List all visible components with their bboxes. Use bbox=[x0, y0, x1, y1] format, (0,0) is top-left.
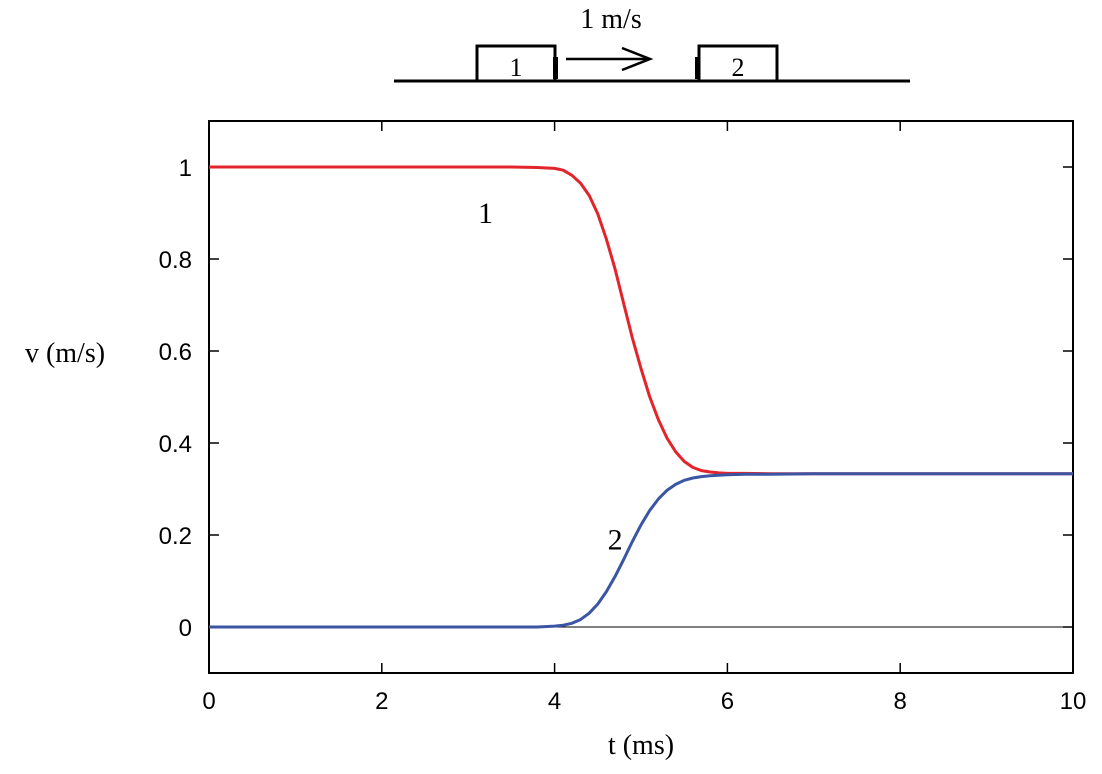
x-tick-label: 2 bbox=[375, 688, 388, 715]
plot-frame bbox=[208, 120, 1074, 674]
x-tick-label: 4 bbox=[548, 688, 561, 715]
y-tick-label: 0 bbox=[179, 615, 192, 642]
y-tick-label: 0.4 bbox=[159, 431, 192, 458]
series-1-line bbox=[209, 165, 1073, 476]
x-axis-label: t (ms) bbox=[608, 730, 674, 761]
y-tick-label: 0.2 bbox=[159, 523, 192, 550]
block-2-label: 2 bbox=[732, 53, 745, 82]
y-tick-label: 0.6 bbox=[159, 339, 192, 366]
block-1-spring bbox=[553, 57, 558, 79]
plot-series bbox=[209, 165, 1073, 629]
curve-2-label: 2 bbox=[608, 524, 623, 557]
collision-diagram: 1 2 1 m/s bbox=[394, 4, 910, 83]
plot-axes: 0 2 4 6 8 10 0 0.2 0.4 0.6 0.8 1 bbox=[159, 120, 1087, 715]
velocity-label: 1 m/s bbox=[580, 4, 641, 35]
x-tick-label: 10 bbox=[1060, 688, 1087, 715]
y-axis-label: v (m/s) bbox=[25, 338, 105, 369]
y-tick-label: 0.8 bbox=[159, 247, 192, 274]
velocity-arrow-head bbox=[621, 46, 654, 72]
block-1-label: 1 bbox=[510, 53, 523, 82]
y-tick-label: 1 bbox=[179, 155, 192, 182]
x-tick-label: 0 bbox=[202, 688, 215, 715]
series-2-line bbox=[209, 472, 1073, 629]
curve-1-label: 1 bbox=[478, 197, 493, 230]
block-2-spring bbox=[695, 57, 700, 79]
x-tick-label: 6 bbox=[721, 688, 734, 715]
x-tick-label: 8 bbox=[894, 688, 907, 715]
